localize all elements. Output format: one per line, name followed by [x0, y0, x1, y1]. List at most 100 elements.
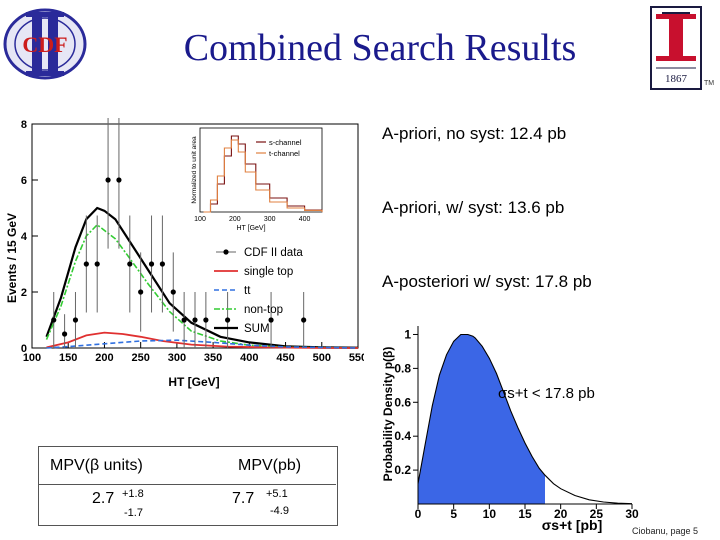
- inset-legend-label: t-channel: [269, 149, 300, 158]
- mpv-beta-value: 2.7: [92, 490, 115, 507]
- y-tick-label: 0.4: [394, 429, 411, 443]
- probability-curve: [417, 333, 633, 505]
- mpv-beta-minus: -1.7: [124, 507, 143, 519]
- x-tick-label: 10: [483, 507, 497, 521]
- probability-density-plot: 0 5 10 15 20 25 30 0.2 0.4 0.6 0.8 1 σs+t < 17.8 pb…: [376, 318, 644, 540]
- result-apriori-no-syst: A-priori, no syst: 12.4 pb: [382, 124, 567, 143]
- result-aposteriori-with-syst: A-posteriori w/ syst: 17.8 pb: [382, 272, 592, 291]
- x-tick-label: 250: [131, 352, 149, 364]
- mpv-pb-value: 7.7: [232, 490, 255, 507]
- inset-x-tick-label: 400: [299, 216, 311, 223]
- result-apriori-with-syst: A-priori, w/ syst: 13.6 pb: [382, 198, 565, 217]
- x-tick-label: 15: [518, 507, 532, 521]
- inset-series-t-channel: [203, 139, 323, 213]
- legend-label: CDF II data: [244, 247, 303, 259]
- ht-plot-ticks: 100 150 200 250 300 350 400 450 500 550 0 2 4 6 8: [21, 119, 364, 364]
- y-tick-label: 6: [21, 175, 27, 187]
- ht-plot-ylabel: Events / 15 GeV: [5, 213, 19, 303]
- inset-x-tick-label: 200: [229, 216, 241, 223]
- data-point: [72, 317, 79, 323]
- series-line-sum: [45, 206, 359, 349]
- university-logo-year: 1867: [665, 73, 688, 85]
- x-tick-label: 30: [625, 507, 639, 521]
- cdf-logo: CDF: [3, 8, 87, 80]
- slide-title: Combined Search Results: [183, 27, 577, 69]
- x-tick-label: 25: [590, 507, 604, 521]
- data-point: [268, 317, 274, 323]
- data-point: [181, 317, 187, 323]
- legend-label: SUM: [244, 323, 270, 335]
- y-tick-label: 8: [21, 119, 27, 131]
- university-logo: 1867: [650, 6, 702, 90]
- probability-area: [417, 333, 633, 505]
- x-tick-label: 150: [59, 352, 77, 364]
- legend-swatch-point: [223, 249, 229, 255]
- probability-annotation: σs+t < 17.8 pb: [498, 385, 595, 402]
- legend-label: single top: [244, 266, 293, 278]
- cdf-logo-text: CDF: [22, 32, 67, 57]
- x-tick-label: 400: [240, 352, 258, 364]
- mpv-pb-plus: +5.1: [266, 488, 288, 500]
- ht-plot-xlabel: HT [GeV]: [168, 375, 219, 389]
- inset-legend-label: s-channel: [269, 138, 302, 147]
- data-point: [148, 261, 155, 267]
- ht-plot-data-points: [51, 118, 307, 348]
- series-line-single-top: [46, 331, 358, 349]
- data-point: [301, 317, 307, 323]
- x-tick-label: 500: [313, 352, 331, 364]
- data-point: [83, 261, 89, 267]
- data-point: [105, 177, 111, 183]
- data-point: [138, 289, 144, 295]
- ht-plot-legend: CDF II data single top tt non-top SUM: [214, 247, 303, 335]
- probability-filled-region: [418, 334, 545, 504]
- y-tick-label: 4: [21, 231, 28, 243]
- y-tick-label: 1: [404, 327, 411, 341]
- ht-plot-inset: 100 200 300 400 HT [GeV] Normalized to unit a…: [191, 127, 323, 232]
- ht-plot-curves: [45, 206, 359, 349]
- probability-plot-ticks: 0 5 10 15 20 25 30 0.2 0.4 0.6 0.8 1: [394, 327, 639, 521]
- x-tick-label: 5: [450, 507, 457, 521]
- mpv-header-beta: MPV(β units): [50, 457, 143, 474]
- x-tick-label: 200: [95, 352, 113, 364]
- mpv-pb-minus: -4.9: [270, 505, 289, 517]
- x-tick-label: 450: [276, 352, 294, 364]
- x-tick-label: 350: [204, 352, 222, 364]
- x-tick-label: 0: [415, 507, 422, 521]
- data-point: [127, 261, 133, 267]
- data-point: [94, 261, 100, 267]
- series-line-tt: [46, 339, 359, 349]
- y-tick-label: 0.6: [394, 395, 411, 409]
- mpv-table: [38, 446, 338, 526]
- x-tick-label: 300: [168, 352, 186, 364]
- data-point: [116, 177, 122, 183]
- x-tick-label: 100: [23, 352, 41, 364]
- legend-label: non-top: [244, 304, 283, 316]
- data-point: [192, 317, 198, 323]
- series-line-non-top: [45, 223, 359, 349]
- data-point: [203, 317, 209, 323]
- trademark-mark: TM: [704, 80, 715, 87]
- inset-xlabel: HT [GeV]: [236, 225, 265, 232]
- inset-frame: [199, 127, 323, 213]
- inset-x-tick-label: 300: [264, 216, 276, 223]
- inset-x-tick-label: 100: [194, 216, 206, 223]
- y-tick-label: 0.8: [394, 361, 411, 375]
- legend-label: tt: [244, 285, 251, 297]
- ht-distribution-plot: 100 150 200 250 300 350 400 450 500 550 0 2 4 6 8 100 2…: [4, 118, 364, 390]
- probability-ylabel: Probability Density p(β): [381, 347, 395, 482]
- inset-ylabel: Normalized to unit area: [191, 136, 198, 204]
- mpv-table-divider: [38, 484, 336, 485]
- x-tick-label: 550: [349, 352, 364, 364]
- data-point: [159, 261, 165, 267]
- y-tick-label: 2: [21, 287, 27, 299]
- data-point: [225, 317, 231, 323]
- x-tick-label: 20: [554, 507, 568, 521]
- slide-footer: Ciobanu, page 5: [632, 526, 699, 536]
- data-point: [170, 289, 176, 295]
- data-point: [62, 331, 68, 337]
- y-tick-label: 0.2: [394, 463, 411, 477]
- mpv-beta-plus: +1.8: [122, 488, 144, 500]
- probability-xlabel: σs+t [pb]: [542, 517, 603, 533]
- y-tick-label: 0: [21, 343, 27, 355]
- data-point: [51, 317, 57, 323]
